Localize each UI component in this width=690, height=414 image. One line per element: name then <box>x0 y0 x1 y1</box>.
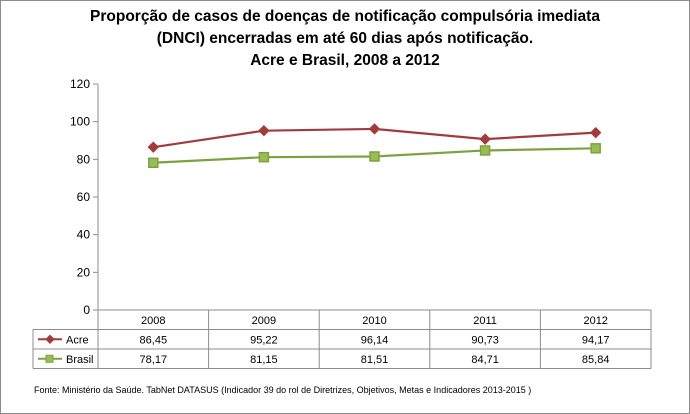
legend-key-marker <box>45 334 55 344</box>
data-table-value: 94,17 <box>582 334 610 346</box>
data-table-value: 90,73 <box>471 334 499 346</box>
data-table-value: 78,17 <box>140 354 168 366</box>
category-label: 2009 <box>252 315 276 327</box>
category-label: 2010 <box>362 315 386 327</box>
data-table-value: 85,84 <box>582 354 610 366</box>
y-tick-label: 100 <box>70 115 90 129</box>
data-point <box>590 143 601 154</box>
y-tick-label: 0 <box>83 303 90 317</box>
legend-key-marker <box>45 354 54 363</box>
data-point <box>258 151 270 163</box>
data-point <box>147 141 160 153</box>
source-note: Fonte: Ministério da Saúde. TabNet DATAS… <box>34 385 532 395</box>
chart-title-line-2: (DNCI) encerradas em até 60 dias após no… <box>156 30 534 47</box>
data-table-value: 96,14 <box>361 334 389 346</box>
data-point <box>369 151 380 162</box>
data-point <box>479 145 491 156</box>
y-tick-label: 120 <box>70 77 90 91</box>
data-point <box>258 124 270 137</box>
legend-label: Brasil <box>66 354 94 366</box>
data-table-value: 81,51 <box>361 354 389 366</box>
data-point <box>589 126 602 139</box>
data-table-value: 86,45 <box>140 334 168 346</box>
category-label: 2011 <box>473 315 497 327</box>
chart-title-line-3: Acre e Brasil, 2008 a 2012 <box>250 52 440 69</box>
data-table-value: 95,22 <box>250 334 278 346</box>
y-tick-label: 60 <box>77 190 91 204</box>
category-label: 2008 <box>141 315 165 327</box>
data-table-value: 84,71 <box>471 354 499 366</box>
category-label: 2012 <box>583 315 607 327</box>
data-point <box>148 157 159 169</box>
chart-title-line-1: Proporção de casos de doenças de notific… <box>90 8 600 25</box>
data-table-value: 81,15 <box>250 354 278 366</box>
legend-label: Acre <box>66 334 89 346</box>
y-tick-label: 20 <box>77 265 91 279</box>
data-point <box>368 123 381 135</box>
data-point <box>479 133 491 145</box>
chart-title: Proporção de casos de doenças de notific… <box>0 6 690 72</box>
y-tick-label: 80 <box>77 152 91 166</box>
y-tick-label: 40 <box>77 228 91 242</box>
